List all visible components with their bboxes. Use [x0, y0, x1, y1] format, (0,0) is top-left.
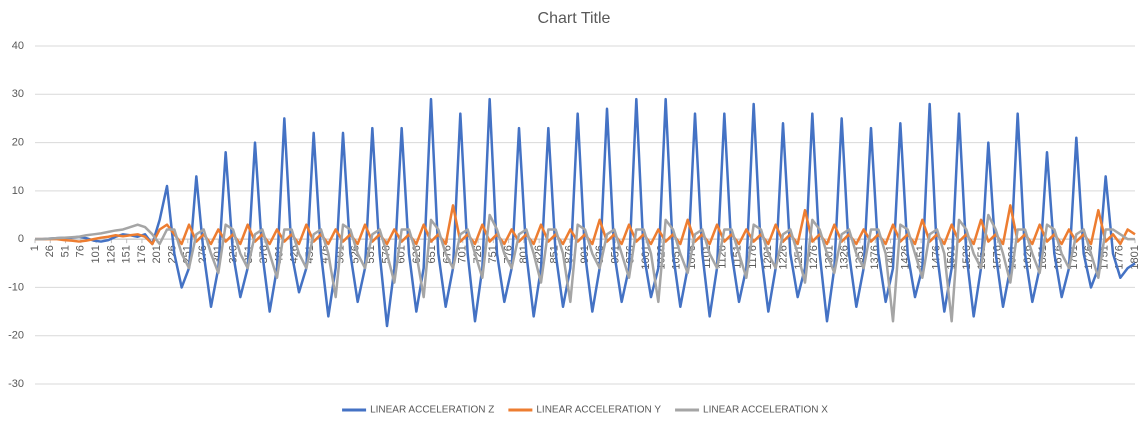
legend-label: LINEAR ACCELERATION X: [703, 405, 828, 416]
y-tick-label: 10: [12, 185, 24, 197]
x-tick-label: 176: [136, 245, 148, 263]
x-tick-label: 1276: [808, 245, 820, 269]
series-line: [35, 204, 1136, 246]
x-tick-label: 526: [350, 245, 362, 263]
y-tick-label: 20: [12, 136, 24, 148]
y-tick-label: -10: [8, 281, 24, 293]
y-tick-label: 30: [12, 88, 24, 100]
x-tick-label: 876: [564, 245, 576, 263]
y-tick-label: 40: [12, 40, 24, 52]
x-tick-label: 51: [59, 245, 71, 257]
x-tick-label: 1801: [1129, 245, 1141, 269]
y-tick-label: -30: [8, 378, 24, 390]
legend-label: LINEAR ACCELERATION Y: [536, 405, 661, 416]
x-tick-label: 1: [29, 245, 41, 251]
x-tick-label: 26: [44, 245, 56, 257]
x-tick-label: 101: [90, 245, 102, 263]
x-tick-label: 151: [121, 245, 133, 263]
x-tick-label: 126: [105, 245, 117, 263]
x-tick-label: 701: [457, 245, 469, 263]
x-tick-label: 76: [75, 245, 87, 257]
x-tick-label: 1201: [762, 245, 774, 269]
x-tick-label: 201: [151, 245, 163, 263]
legend-label: LINEAR ACCELERATION Z: [370, 405, 494, 416]
series-line: [35, 97, 1136, 328]
y-tick-label: -20: [8, 330, 24, 342]
series-line: [35, 213, 1135, 323]
y-tick-label: 0: [18, 233, 24, 245]
x-tick-label: 776: [503, 245, 515, 263]
chart-title: Chart Title: [538, 10, 611, 27]
